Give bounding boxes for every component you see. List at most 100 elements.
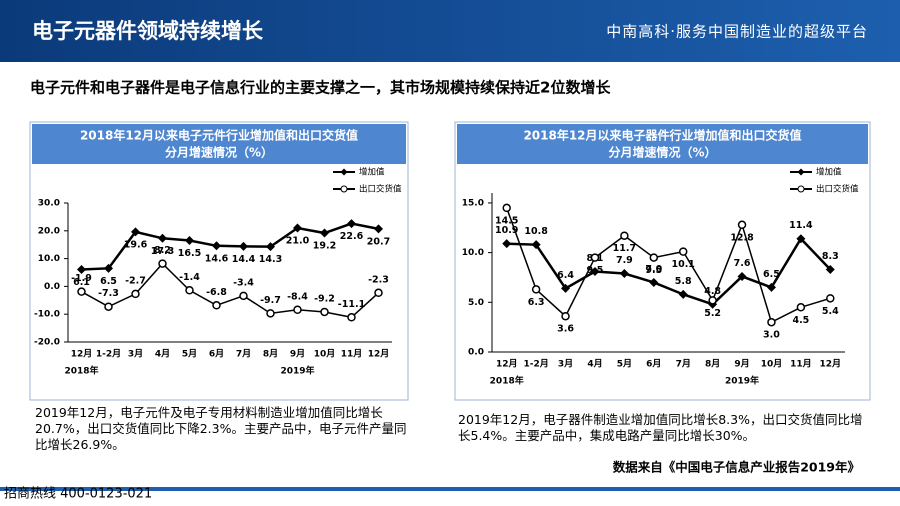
data-label: 5.8 [675,276,692,287]
x-tick-label: 4月 [155,349,170,360]
y-tick-label: 0.0 [44,282,60,292]
source: 数据来自《中国电子信息产业报告2019年》 [612,460,860,475]
data-label: 20.7 [367,236,390,247]
x-tick-label: 6月 [209,349,224,360]
data-label: 4.5 [792,315,809,326]
data-label: 10.1 [671,259,694,270]
year-label: 2019年 [725,375,759,387]
data-label: 19.2 [313,241,336,252]
marker [104,302,113,311]
marker [212,301,221,310]
data-label: 8.3 [822,251,839,262]
data-label: 6.5 [100,276,117,287]
year-label: 2018年 [64,365,98,377]
x-tick-label: 4月 [587,359,602,370]
data-label: 6.4 [557,270,574,281]
marker [374,224,383,234]
data-label: 7.9 [616,255,633,266]
footer: 招商热线 400-0123-021 [4,487,152,502]
series-line [81,262,380,319]
marker [678,247,688,256]
y-tick-label: -20.0 [34,338,60,348]
legend-marker [340,185,348,193]
y-tick-label: 15.0 [462,198,484,208]
chart-subtitle: 分月增速情况（%） [165,145,273,160]
data-label: 14.6 [205,253,229,264]
marker [561,283,571,293]
x-tick-label: 10月 [314,349,336,360]
marker [649,253,659,262]
x-tick-label: 11月 [341,349,363,360]
chart-title-box [457,124,868,164]
marker [531,240,541,250]
chart-title-box [32,124,406,164]
series-line [81,222,379,271]
marker [293,305,302,315]
marker [77,287,86,296]
marker [766,282,776,292]
marker [185,236,194,246]
marker [796,234,806,244]
data-label: 16.5 [178,248,201,259]
marker [619,268,629,278]
legend-label: 增加值 [359,167,385,178]
data-label: 3.0 [763,330,780,341]
x-tick-label: 1-2月 [96,349,121,360]
legend-marker [797,185,805,193]
chart-title: 2018年12月以来电子器件行业增加值和出口交货值 [523,128,801,143]
marker [737,271,747,281]
data-label: 6.1 [73,277,90,288]
y-tick-label: 30.0 [38,199,60,209]
legend-label: 出口交货值 [359,184,402,195]
y-tick-label: -10.0 [34,310,60,320]
marker [131,227,140,237]
data-label: 8.2 [154,245,171,256]
data-label: 21.0 [286,236,310,247]
y-tick-label: 0.0 [468,348,484,358]
legend-label: 增加值 [816,167,842,178]
marker [320,307,329,317]
data-label: -2.3 [368,274,389,285]
headline: 电子元件和电子器件是电子信息行业的主要支撑之一，其市场规模持续保持近2位数增长 [30,79,611,97]
x-tick-label: 8月 [705,359,720,370]
x-tick-label: 7月 [236,349,251,360]
x-tick-label: 9月 [290,349,305,360]
y-tick-label: 10.0 [38,254,60,264]
marker [239,291,248,301]
data-label: -11.1 [338,299,365,310]
footer-line [0,487,900,491]
x-tick-label: 8月 [263,349,278,360]
x-tick-label: 5月 [617,359,632,370]
data-label: -8.4 [287,291,308,302]
legend-label: 出口交货值 [816,184,859,195]
y-tick-label: 10.0 [462,248,484,258]
data-label: 5.4 [822,306,839,317]
chart-subtitle: 分月增速情况（%） [608,145,716,160]
x-tick-label: 12月 [820,359,842,370]
y-tick-label: 5.0 [468,298,484,308]
header-bar [0,0,900,62]
data-label: 14.3 [259,254,282,265]
marker [678,289,688,299]
header-slogan: 中南高科·服务中国制造业的超级平台 [606,23,868,41]
marker [737,220,747,230]
data-label: 10.9 [495,225,518,236]
marker [561,311,570,321]
marker [320,228,329,238]
x-tick-label: 11月 [790,359,812,370]
x-tick-label: 1-2月 [523,359,548,370]
data-label: 11.7 [613,243,636,254]
data-label: 19.6 [124,239,148,250]
data-label: -7.3 [98,288,119,299]
marker [266,242,275,252]
marker [347,313,356,322]
marker [131,289,140,299]
marker [158,233,167,243]
x-tick-label: 12月 [368,349,390,360]
x-tick-label: 7月 [676,359,691,370]
marker [767,317,776,327]
series-line [506,236,832,306]
data-label: 4.8 [704,286,721,297]
data-label: -6.8 [206,287,227,298]
